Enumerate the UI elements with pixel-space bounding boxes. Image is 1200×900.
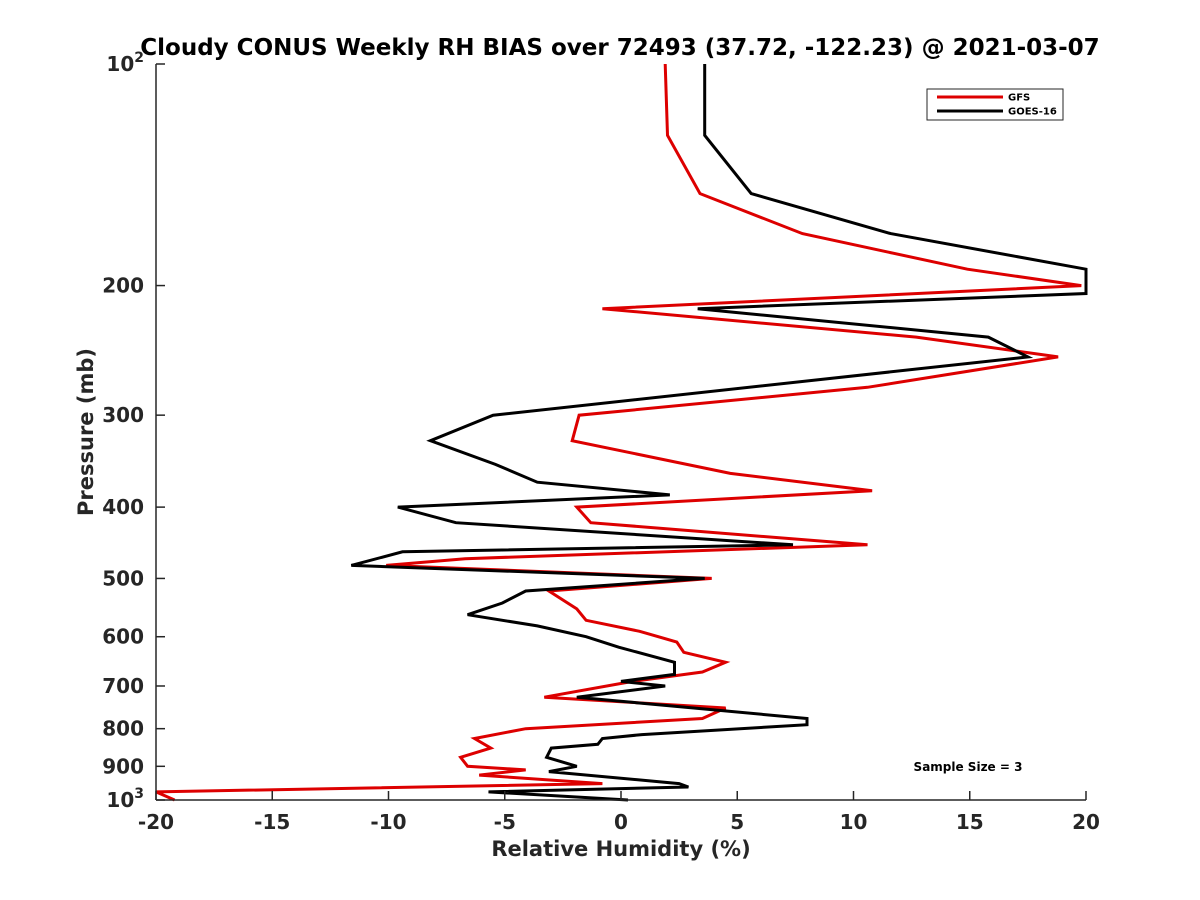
x-tick-label: 15 xyxy=(956,810,984,834)
x-axis-title: Relative Humidity (%) xyxy=(491,837,750,861)
x-axis-ticks: -20 -15 -10 -5 0 5 10 15 20 xyxy=(138,791,1100,834)
x-tick-label: -5 xyxy=(494,810,516,834)
y-axis-title: Pressure (mb) xyxy=(74,348,98,516)
y-tick-label: 900 xyxy=(102,754,144,778)
sample-size-annotation: Sample Size = 3 xyxy=(914,760,1023,774)
x-tick-label: 20 xyxy=(1072,810,1100,834)
y-tick-label-base: 700 xyxy=(102,674,144,698)
y-tick-label-base: 900 xyxy=(102,754,144,778)
y-tick-label-base: 200 xyxy=(102,274,144,298)
y-tick-label: 102 xyxy=(106,50,144,76)
series-line-goes-16 xyxy=(350,64,1088,802)
y-tick-label: 800 xyxy=(102,717,144,741)
legend-label-gfs: GFS xyxy=(1008,93,1030,104)
y-tick-label: 200 xyxy=(102,274,144,298)
y-tick-label-base: 800 xyxy=(102,717,144,741)
y-tick-label: 700 xyxy=(102,674,144,698)
y-tick-label: 300 xyxy=(102,403,144,427)
y-tick-label: 600 xyxy=(102,625,144,649)
y-tick-label-exponent: 3 xyxy=(134,786,144,802)
y-tick-label: 500 xyxy=(102,566,144,590)
y-tick-label-exponent: 2 xyxy=(134,50,144,66)
x-tick-label: 10 xyxy=(840,810,868,834)
y-tick-label-base: 400 xyxy=(102,495,144,519)
x-tick-label: 5 xyxy=(730,810,744,834)
y-tick-label-base: 500 xyxy=(102,566,144,590)
x-tick-label: -15 xyxy=(254,810,290,834)
y-tick-label-base: 600 xyxy=(102,625,144,649)
x-tick-label: 0 xyxy=(614,810,628,834)
y-tick-label-base: 10 xyxy=(106,788,134,812)
legend-box xyxy=(926,88,1064,121)
legend-label-goes-16: GOES-16 xyxy=(1008,107,1057,118)
x-tick-label: -10 xyxy=(370,810,406,834)
y-tick-label-base: 300 xyxy=(102,403,144,427)
chart-title: Cloudy CONUS Weekly RH BIAS over 72493 (… xyxy=(140,35,1099,61)
series-line-gfs xyxy=(155,63,1082,802)
legend: GFS GOES-16 xyxy=(926,88,1064,121)
plot-series xyxy=(155,63,1088,802)
x-tick-label: -20 xyxy=(138,810,174,834)
y-tick-label-base: 10 xyxy=(106,52,134,76)
y-tick-label: 400 xyxy=(102,495,144,519)
y-tick-label: 103 xyxy=(106,786,144,812)
